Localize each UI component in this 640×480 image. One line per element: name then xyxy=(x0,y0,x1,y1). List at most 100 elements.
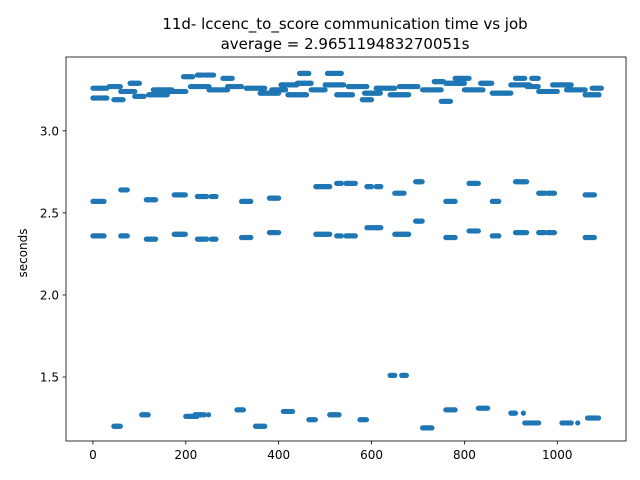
y-tick-label: 2.5 xyxy=(40,206,59,220)
data-point xyxy=(322,87,328,93)
x-tick-label: 200 xyxy=(174,448,197,462)
data-point xyxy=(403,372,409,378)
data-point xyxy=(401,190,407,196)
y-tick-label: 2.0 xyxy=(40,288,59,302)
data-point xyxy=(124,233,130,239)
data-point xyxy=(392,372,398,378)
data-point xyxy=(248,234,254,241)
data-point xyxy=(419,179,425,185)
x-tick-label: 800 xyxy=(453,448,476,462)
data-point xyxy=(201,412,207,418)
data-point xyxy=(461,80,468,86)
data-point xyxy=(101,198,107,205)
data-point xyxy=(568,82,574,88)
axes: 0 200 400 600 800 1000 1.5 2.0 2.5 3.0 xyxy=(40,56,627,462)
data-point xyxy=(153,197,159,203)
data-point xyxy=(508,90,514,96)
data-point xyxy=(554,88,560,95)
data-point xyxy=(204,193,210,200)
x-tick-label: 600 xyxy=(360,448,383,462)
data-point xyxy=(240,407,246,413)
data-point xyxy=(582,87,588,93)
data-point xyxy=(551,229,558,236)
data-point xyxy=(120,97,126,103)
data-point xyxy=(101,233,107,239)
data-point xyxy=(489,80,495,86)
data-point xyxy=(480,87,486,93)
data-point xyxy=(213,193,219,200)
data-point xyxy=(363,417,370,423)
data-point xyxy=(211,72,217,78)
data-point xyxy=(452,198,458,205)
data-point xyxy=(438,87,444,93)
data-point xyxy=(349,92,356,98)
data-point xyxy=(341,82,347,88)
data-point xyxy=(276,195,282,201)
data-point xyxy=(475,180,481,186)
data-point xyxy=(368,97,375,103)
y-tick-label: 1.5 xyxy=(40,371,59,385)
x-tick-label: 1000 xyxy=(542,448,573,462)
data-point xyxy=(535,83,541,90)
data-point xyxy=(238,83,245,90)
data-point xyxy=(141,93,147,99)
data-point xyxy=(452,234,458,241)
data-point xyxy=(364,83,370,90)
data-point xyxy=(520,410,526,416)
data-point xyxy=(524,229,530,236)
data-point xyxy=(290,408,296,415)
data-point xyxy=(117,423,123,429)
data-point xyxy=(512,410,519,416)
data-point xyxy=(378,225,384,231)
data-point xyxy=(352,233,358,239)
data-point xyxy=(308,80,314,86)
x-tick-label: 400 xyxy=(267,448,290,462)
data-point xyxy=(475,228,481,234)
data-point xyxy=(338,180,344,186)
data-point xyxy=(229,75,235,81)
data-point xyxy=(204,236,210,242)
data-point xyxy=(182,192,188,198)
data-point xyxy=(190,74,196,80)
data-point xyxy=(145,412,151,418)
data-point xyxy=(132,88,138,95)
data-point xyxy=(598,85,604,91)
data-point xyxy=(591,234,598,241)
data-point xyxy=(536,420,542,426)
data-point xyxy=(466,75,472,81)
plot-frame xyxy=(65,56,627,442)
data-point xyxy=(338,70,344,77)
data-point xyxy=(485,405,491,411)
x-tick-label: 0 xyxy=(89,448,97,462)
data-point xyxy=(117,83,123,90)
data-point xyxy=(124,187,130,193)
data-point xyxy=(591,192,598,198)
data-point xyxy=(496,198,502,205)
data-point xyxy=(352,180,358,186)
data-point xyxy=(429,425,435,431)
data-point xyxy=(213,236,219,242)
data-point xyxy=(406,92,412,98)
data-point xyxy=(338,233,344,239)
data-point xyxy=(496,233,502,239)
data-point xyxy=(248,198,254,205)
chart-title: 11d- lccenc_to_score communication time … xyxy=(162,15,527,34)
data-point xyxy=(327,184,333,190)
data-point xyxy=(276,229,282,236)
y-axis-label: seconds xyxy=(16,228,30,277)
data-point xyxy=(568,420,574,426)
data-point xyxy=(153,236,159,242)
data-point xyxy=(262,423,268,429)
data-point xyxy=(551,190,558,196)
data-point xyxy=(419,218,425,224)
data-point xyxy=(104,95,110,101)
data-point xyxy=(312,417,318,423)
data-point xyxy=(447,98,454,104)
data-point xyxy=(283,87,289,93)
data-point xyxy=(596,92,602,98)
data-point xyxy=(575,420,581,426)
data-point xyxy=(205,412,212,418)
data-point xyxy=(378,184,384,190)
data-point xyxy=(522,75,528,81)
